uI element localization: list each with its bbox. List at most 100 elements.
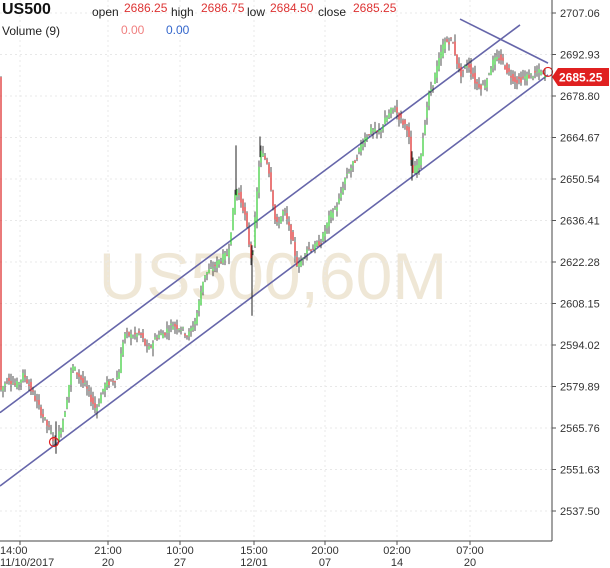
candle-up bbox=[148, 346, 150, 350]
candle-up bbox=[96, 407, 98, 411]
candle-up bbox=[18, 383, 20, 385]
candle-down bbox=[242, 199, 244, 211]
trendline bbox=[459, 18, 549, 64]
candle-up bbox=[434, 73, 436, 84]
candle-up bbox=[210, 267, 212, 268]
candle-down bbox=[38, 399, 40, 405]
candle-up bbox=[358, 148, 360, 152]
candle-down bbox=[24, 375, 26, 378]
candle-up bbox=[416, 164, 418, 173]
candle-down bbox=[108, 381, 110, 385]
y-tick-label: 2565.76 bbox=[560, 423, 600, 435]
price-tag-label: 2685.25 bbox=[559, 71, 603, 85]
candle-up bbox=[258, 166, 260, 193]
price-tag-bg bbox=[552, 68, 609, 87]
candle-up bbox=[84, 382, 86, 384]
candle-down bbox=[412, 165, 414, 173]
candle-down bbox=[110, 379, 112, 381]
candle-down bbox=[356, 158, 358, 159]
candle-down bbox=[528, 74, 530, 79]
candle-down bbox=[288, 221, 290, 226]
candle-up bbox=[490, 68, 492, 75]
candle-up bbox=[280, 216, 282, 223]
y-tick-label: 2678.80 bbox=[560, 91, 600, 103]
candle-up bbox=[252, 252, 254, 254]
candle-down bbox=[52, 437, 54, 441]
candle-down bbox=[214, 264, 216, 267]
candle-down bbox=[240, 191, 242, 203]
candle-down bbox=[368, 134, 370, 135]
candle-up bbox=[430, 88, 432, 92]
open-label: open bbox=[92, 5, 119, 19]
candle-up bbox=[180, 330, 182, 332]
current-price-tag: 2685.25 bbox=[552, 68, 609, 87]
candle-up bbox=[260, 150, 262, 163]
candle-down bbox=[176, 324, 178, 330]
candle-up bbox=[158, 334, 160, 338]
candle-down bbox=[354, 160, 356, 163]
candle-down bbox=[454, 41, 456, 55]
close-value: 2685.25 bbox=[353, 1, 397, 15]
candle-down bbox=[500, 54, 502, 61]
candle-up bbox=[422, 138, 424, 157]
candle-up bbox=[60, 429, 62, 434]
candle-up bbox=[336, 207, 338, 212]
candle-up bbox=[170, 323, 172, 326]
axes bbox=[0, 0, 553, 542]
candle-up bbox=[232, 207, 234, 231]
candle-down bbox=[142, 333, 144, 339]
candle-up bbox=[432, 85, 434, 87]
y-tick-label: 2692.93 bbox=[560, 50, 600, 62]
candle-up bbox=[102, 389, 104, 392]
candle-down bbox=[450, 37, 452, 39]
x-tick-label-time: 20:00 bbox=[311, 545, 339, 557]
candle-down bbox=[164, 332, 166, 336]
candle-down bbox=[480, 84, 482, 90]
candle-down bbox=[40, 407, 42, 416]
trendline bbox=[0, 74, 549, 487]
candle-down bbox=[296, 257, 298, 266]
candle-down bbox=[468, 63, 470, 68]
candle-up bbox=[58, 431, 60, 441]
marker-circle bbox=[48, 436, 60, 448]
high-label: high bbox=[171, 5, 194, 19]
y-tick-label: 2622.28 bbox=[560, 257, 600, 269]
candle-up bbox=[206, 271, 208, 275]
candle-up bbox=[314, 243, 316, 251]
candle-down bbox=[470, 63, 472, 74]
candle-up bbox=[212, 268, 214, 271]
candle-up bbox=[388, 113, 390, 118]
candle-down bbox=[294, 242, 296, 256]
candle-up bbox=[444, 41, 446, 49]
candle-down bbox=[112, 381, 114, 382]
volume-value-1: 0.00 bbox=[121, 23, 145, 37]
candle-up bbox=[20, 379, 22, 383]
candle-down bbox=[150, 346, 152, 347]
volume-label: Volume (9) bbox=[2, 24, 61, 38]
candle-up bbox=[386, 117, 388, 122]
candle-down bbox=[6, 381, 8, 383]
candle-down bbox=[42, 414, 44, 418]
open-value: 2686.25 bbox=[124, 1, 168, 15]
candle-up bbox=[464, 65, 466, 68]
y-tick-label: 2608.15 bbox=[560, 299, 600, 311]
candle-up bbox=[4, 383, 6, 386]
candles bbox=[0, 34, 546, 454]
candle-down bbox=[114, 381, 116, 383]
candle-up bbox=[394, 110, 396, 112]
candle-up bbox=[482, 84, 484, 86]
x-tick-label-time: 10:00 bbox=[166, 545, 194, 557]
y-tick-label: 2537.50 bbox=[560, 506, 600, 518]
candle-up bbox=[172, 326, 174, 330]
candle-down bbox=[460, 66, 462, 77]
candle-up bbox=[168, 331, 170, 333]
candle-up bbox=[428, 92, 430, 106]
y-tick-label: 2664.67 bbox=[560, 133, 600, 145]
candle-down bbox=[36, 400, 38, 402]
candle-down bbox=[174, 323, 176, 327]
candle-down bbox=[318, 241, 320, 246]
candle-down bbox=[34, 396, 36, 401]
candle-up bbox=[62, 420, 64, 430]
candle-up bbox=[224, 252, 226, 260]
